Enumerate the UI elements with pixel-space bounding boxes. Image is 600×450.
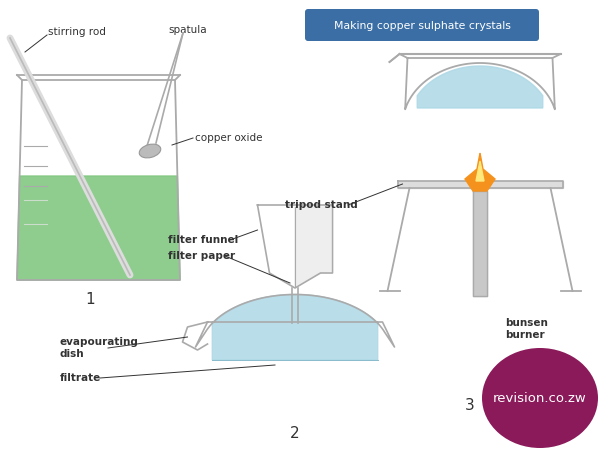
Polygon shape: [476, 161, 484, 181]
Text: 1: 1: [85, 292, 95, 307]
Text: bunsen
burner: bunsen burner: [505, 318, 548, 340]
Polygon shape: [257, 205, 332, 288]
Text: spatula: spatula: [168, 25, 206, 35]
FancyBboxPatch shape: [305, 9, 539, 41]
Text: stirring rod: stirring rod: [48, 27, 106, 37]
Polygon shape: [17, 80, 180, 280]
Polygon shape: [417, 66, 543, 108]
Text: evapourating
dish: evapourating dish: [60, 337, 139, 359]
Polygon shape: [295, 207, 331, 286]
Polygon shape: [465, 153, 495, 191]
Text: 2: 2: [290, 426, 300, 441]
Polygon shape: [196, 294, 395, 347]
Polygon shape: [398, 181, 563, 188]
Ellipse shape: [482, 348, 598, 448]
Text: revision.co.zw: revision.co.zw: [493, 392, 587, 405]
Polygon shape: [17, 176, 180, 280]
Text: filtrate: filtrate: [60, 373, 101, 383]
Text: filter funnel: filter funnel: [168, 235, 238, 245]
Text: 3: 3: [465, 397, 475, 413]
Text: copper oxide: copper oxide: [195, 133, 263, 143]
Text: Making copper sulphate crystals: Making copper sulphate crystals: [334, 21, 511, 31]
Text: tripod stand: tripod stand: [285, 200, 358, 210]
Polygon shape: [473, 191, 487, 296]
Polygon shape: [182, 322, 208, 350]
Polygon shape: [212, 294, 378, 360]
Ellipse shape: [139, 144, 161, 158]
Text: filter paper: filter paper: [168, 251, 235, 261]
Polygon shape: [405, 58, 555, 109]
